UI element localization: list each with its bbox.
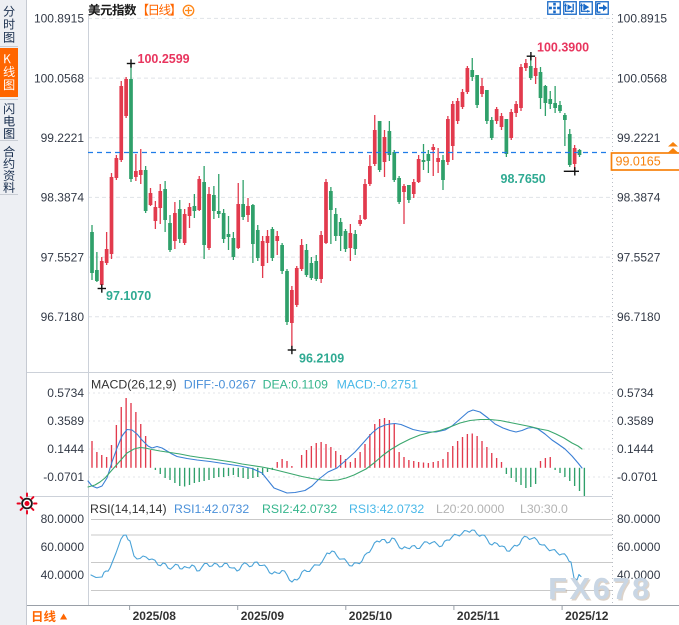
svg-text:RSI(14,14,14): RSI(14,14,14) (90, 502, 167, 516)
svg-text:40.0000: 40.0000 (617, 568, 661, 582)
svg-text:0.3589: 0.3589 (47, 414, 84, 428)
svg-text:98.7650: 98.7650 (501, 172, 546, 186)
svg-text:0.5734: 0.5734 (47, 386, 84, 400)
svg-text:80.0000: 80.0000 (617, 512, 661, 526)
svg-text:98.3874: 98.3874 (41, 191, 85, 205)
svg-text:100.0568: 100.0568 (34, 71, 84, 85)
svg-text:80.0000: 80.0000 (41, 512, 85, 526)
svg-text:97.5527: 97.5527 (617, 250, 661, 264)
svg-text:FX678: FX678 (550, 573, 654, 608)
svg-text:96.7180: 96.7180 (41, 310, 85, 324)
svg-text:100.8915: 100.8915 (617, 12, 667, 26)
svg-text:MACD:-0.2751: MACD:-0.2751 (337, 378, 418, 392)
svg-text:99.2221: 99.2221 (41, 131, 85, 145)
svg-text:2025/09: 2025/09 (241, 609, 285, 623)
svg-text:97.1070: 97.1070 (106, 289, 151, 303)
svg-text:L30:30.0: L30:30.0 (520, 502, 568, 516)
svg-text:2025/08: 2025/08 (133, 609, 177, 623)
svg-text:RSI3:42.0732: RSI3:42.0732 (349, 502, 424, 516)
svg-text:100.2599: 100.2599 (138, 52, 190, 66)
svg-text:RSI1:42.0732: RSI1:42.0732 (174, 502, 249, 516)
svg-text:99.0165: 99.0165 (616, 155, 661, 169)
svg-text:2025/12: 2025/12 (565, 609, 609, 623)
svg-text:MACD(26,12,9): MACD(26,12,9) (91, 378, 176, 392)
svg-text:96.2109: 96.2109 (299, 352, 344, 366)
svg-text:98.3874: 98.3874 (617, 191, 661, 205)
svg-text:100.3900: 100.3900 (537, 41, 589, 55)
svg-text:0.5734: 0.5734 (617, 386, 654, 400)
svg-text:40.0000: 40.0000 (41, 568, 85, 582)
svg-text:0.3589: 0.3589 (617, 414, 654, 428)
svg-text:60.0000: 60.0000 (41, 540, 85, 554)
svg-text:FX678: FX678 (548, 571, 652, 606)
svg-text:60.0000: 60.0000 (617, 540, 661, 554)
svg-text:99.2221: 99.2221 (617, 131, 661, 145)
svg-text:2025/11: 2025/11 (457, 609, 500, 623)
svg-text:100.0568: 100.0568 (617, 71, 667, 85)
svg-text:2025/10: 2025/10 (349, 609, 393, 623)
svg-text:96.7180: 96.7180 (617, 310, 661, 324)
svg-text:-0.0701: -0.0701 (43, 470, 84, 484)
svg-text:97.5527: 97.5527 (41, 250, 85, 264)
svg-text:-0.0701: -0.0701 (617, 470, 658, 484)
svg-text:0.1444: 0.1444 (47, 442, 84, 456)
svg-text:DIFF:-0.0267: DIFF:-0.0267 (184, 378, 257, 392)
svg-text:DEA:0.1109: DEA:0.1109 (263, 378, 329, 392)
svg-text:L20:20.0000: L20:20.0000 (436, 502, 505, 516)
svg-text:0.1444: 0.1444 (617, 442, 654, 456)
svg-text:RSI2:42.0732: RSI2:42.0732 (262, 502, 337, 516)
svg-text:100.8915: 100.8915 (34, 12, 84, 26)
